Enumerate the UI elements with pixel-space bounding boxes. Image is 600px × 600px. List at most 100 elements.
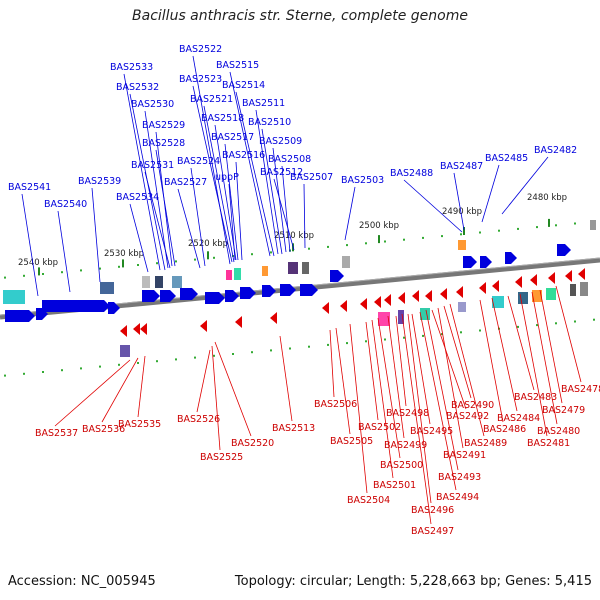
scale-dot-upper	[99, 267, 101, 270]
feature-box	[262, 266, 268, 276]
forward-leader-line	[144, 171, 171, 269]
forward-leader-line	[403, 179, 463, 233]
scale-dot-upper	[137, 264, 139, 266]
feature-box	[532, 290, 542, 302]
reverse-leader-line	[443, 305, 472, 399]
reverse-leader-line	[387, 315, 405, 439]
map-title: Bacillus anthracis str. Sterne, complete…	[132, 8, 468, 24]
forward-leader-line	[255, 109, 279, 255]
reverse-gene-label: BAS2496	[411, 505, 454, 516]
forward-gene-label: BAS2532	[116, 82, 159, 93]
feature-box	[458, 302, 466, 312]
feature-box	[492, 296, 504, 308]
accession-label: Accession: NC_005945	[8, 574, 156, 589]
reverse-gene-label: BAS2499	[384, 440, 427, 451]
forward-leader-line	[192, 85, 233, 263]
scale-dot-upper	[441, 235, 443, 238]
reverse-gene-label: BAS2490	[451, 400, 494, 411]
feature-box	[172, 276, 182, 288]
scale-dot-lower	[156, 360, 158, 363]
forward-leader-line	[91, 187, 101, 283]
feature-box	[458, 240, 466, 250]
forward-leader-line	[21, 193, 39, 297]
reverse-leader-line	[335, 327, 351, 435]
reverse-leader-line	[101, 357, 139, 423]
reverse-gene-label: BAS2526	[177, 414, 220, 425]
reverse-gene-label: BAS2500	[380, 460, 423, 471]
scale-label: 2500 kbp	[359, 221, 399, 231]
scale-label: 2520 kbp	[188, 239, 228, 249]
scale-dot-lower	[365, 340, 367, 343]
scale-dot-upper	[327, 245, 329, 248]
reverse-gene-arrow	[120, 325, 127, 337]
scale-dot-lower	[536, 324, 538, 327]
forward-leader-line	[229, 71, 271, 257]
reverse-gene-label: BAS2513	[272, 423, 315, 434]
scale-dot-lower	[99, 365, 101, 368]
scale-dot-lower	[555, 322, 557, 325]
forward-leader-line	[129, 203, 149, 273]
reverse-gene-label: BAS2489	[464, 438, 507, 449]
scale-tick	[38, 267, 40, 276]
feature-box	[546, 288, 556, 300]
scale-dot-upper	[365, 242, 367, 245]
feature-box	[120, 345, 130, 357]
forward-gene-label: BAS2511	[242, 98, 285, 109]
scale-dot-lower	[346, 342, 348, 345]
scale-dot-upper	[517, 227, 519, 230]
scale-dot-lower	[422, 334, 424, 337]
reverse-leader-line	[214, 341, 252, 437]
scale-dot-lower	[574, 320, 576, 323]
forward-gene-label: BAS2524	[177, 156, 220, 167]
forward-gene-arrow	[42, 300, 110, 312]
reverse-leader-line	[395, 315, 407, 407]
forward-gene-arrow	[280, 284, 296, 296]
scale-dot-lower	[308, 345, 310, 348]
forward-gene-label: BAS2539	[78, 176, 121, 187]
reverse-leader-line	[196, 349, 211, 413]
reverse-leader-line	[531, 291, 558, 425]
reverse-gene-arrow	[340, 300, 347, 312]
feature-box	[590, 220, 596, 230]
forward-leader-line	[303, 183, 306, 249]
reverse-gene-label: BAS2502	[358, 422, 401, 433]
forward-leader-line	[235, 161, 243, 261]
reverse-gene-label: BAS2506	[314, 399, 357, 410]
reverse-leader-line	[329, 329, 335, 398]
forward-gene-label: BAS2540	[44, 199, 87, 210]
scale-dot-upper	[422, 236, 424, 239]
scale-dot-lower	[194, 356, 196, 359]
reverse-leader-line	[365, 321, 379, 421]
scale-dot-lower	[517, 325, 519, 328]
reverse-leader-line	[411, 313, 431, 425]
reverse-gene-arrow	[456, 286, 463, 298]
reverse-gene-label: BAS2501	[373, 480, 416, 491]
scale-tick	[378, 235, 380, 244]
scale-dot-upper	[555, 224, 557, 227]
feature-box	[580, 282, 588, 296]
scale-dot-upper	[61, 271, 63, 274]
forward-gene-arrow	[142, 290, 160, 302]
feature-box	[3, 290, 25, 304]
reverse-leader-line	[555, 285, 582, 383]
scale-dot-upper	[194, 258, 196, 261]
feature-box	[142, 276, 150, 288]
forward-gene-arrow	[330, 270, 344, 282]
forward-gene-arrow	[5, 310, 35, 322]
reverse-leader-line	[279, 335, 293, 422]
forward-leader-line	[481, 164, 500, 223]
scale-dot-upper	[42, 273, 44, 275]
forward-gene-arrow	[463, 256, 477, 268]
forward-leader-line	[214, 124, 237, 261]
reverse-leader-line	[437, 307, 464, 449]
forward-gene-label: BAS2522	[179, 44, 222, 55]
feature-box	[288, 262, 298, 274]
reverse-gene-arrow	[140, 323, 147, 335]
feature-box	[342, 256, 350, 268]
forward-gene-label: BAS2514	[222, 80, 265, 91]
scale-dot-upper	[308, 247, 310, 250]
reverse-gene-label: BAS2498	[386, 408, 429, 419]
feature-box	[100, 282, 114, 294]
forward-leader-line	[177, 188, 201, 269]
forward-leader-line	[203, 105, 235, 263]
